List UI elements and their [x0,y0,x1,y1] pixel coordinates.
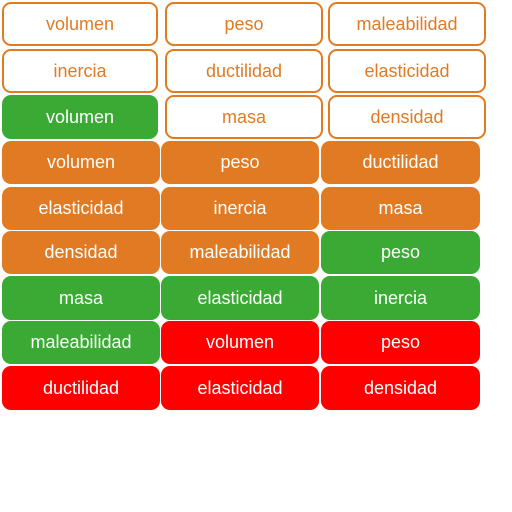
word-tile[interactable]: ductilidad [2,366,160,410]
word-tile[interactable]: volumen [161,321,319,364]
word-tile[interactable]: densidad [2,231,160,274]
word-tile[interactable]: peso [165,2,323,46]
word-tile[interactable]: volumen [2,95,158,139]
word-tile[interactable]: maleabilidad [2,321,160,364]
word-tile[interactable]: volumen [2,2,158,46]
word-tile[interactable]: elasticidad [161,366,319,410]
word-tile[interactable]: maleabilidad [328,2,486,46]
word-tile[interactable]: inercia [161,187,319,230]
word-tile[interactable]: densidad [328,95,486,139]
word-tile[interactable]: elasticidad [161,276,319,320]
word-tile[interactable]: ductilidad [321,141,480,184]
word-tile[interactable]: masa [165,95,323,139]
word-tile[interactable]: maleabilidad [161,231,319,274]
word-tile[interactable]: densidad [321,366,480,410]
word-tile[interactable]: volumen [2,141,160,184]
word-tile[interactable]: peso [161,141,319,184]
word-tile[interactable]: elasticidad [328,49,486,93]
word-tile[interactable]: inercia [321,276,480,320]
word-tile[interactable]: peso [321,321,480,364]
word-tile[interactable]: masa [2,276,160,320]
word-tile[interactable]: ductilidad [165,49,323,93]
word-tile[interactable]: peso [321,231,480,274]
word-tile[interactable]: masa [321,187,480,230]
word-tile[interactable]: inercia [2,49,158,93]
word-tile[interactable]: elasticidad [2,187,160,230]
